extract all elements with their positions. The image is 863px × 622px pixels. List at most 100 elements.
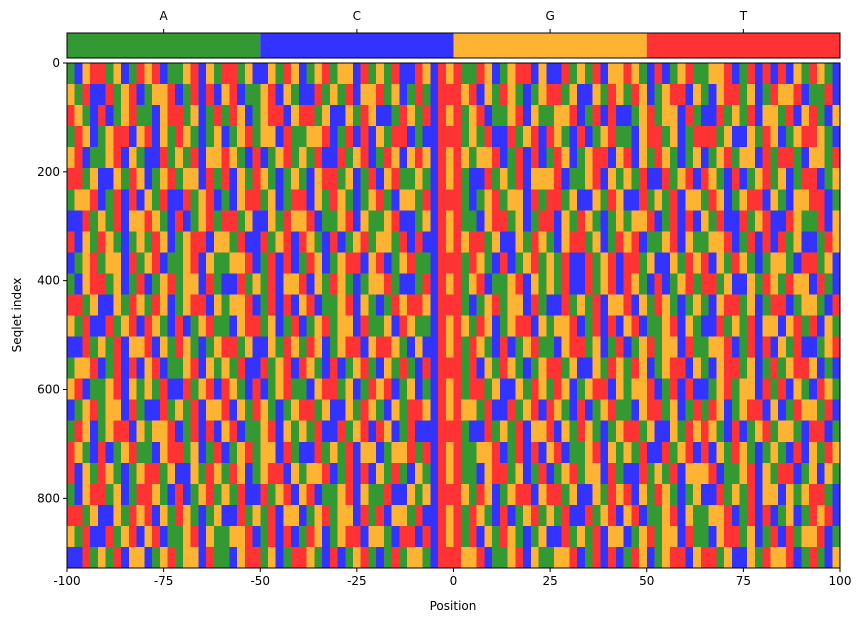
cell: [82, 504, 91, 527]
cell: [275, 168, 284, 190]
cell: [693, 525, 702, 548]
cell: [74, 252, 83, 274]
cell: [74, 462, 83, 485]
cell: [693, 189, 702, 211]
cell: [167, 63, 176, 85]
cell: [376, 189, 385, 211]
cell: [515, 189, 524, 211]
cell: [136, 525, 145, 548]
cell: [237, 189, 246, 211]
cell: [724, 189, 733, 211]
cell: [82, 483, 91, 506]
cell: [739, 441, 748, 464]
cell: [267, 63, 277, 85]
cell: [492, 483, 501, 506]
cell: [399, 105, 408, 127]
cell: [182, 168, 192, 190]
cell: [353, 210, 362, 232]
cell: [422, 441, 431, 464]
cell: [291, 147, 300, 169]
cell: [832, 63, 841, 85]
cell: [275, 231, 284, 253]
cell: [584, 546, 594, 569]
cell: [422, 357, 431, 380]
cell: [754, 399, 764, 422]
cell: [74, 189, 83, 211]
cell: [291, 378, 300, 401]
cell: [662, 84, 671, 106]
cell: [159, 378, 168, 401]
cell: [631, 420, 640, 443]
cell: [654, 483, 663, 506]
cell: [685, 63, 694, 85]
cell: [801, 462, 810, 485]
cell: [422, 525, 431, 548]
cell: [337, 294, 346, 316]
cell: [252, 294, 261, 316]
cell: [793, 357, 802, 380]
cell: [190, 420, 199, 443]
cell: [353, 147, 362, 169]
cell: [708, 105, 717, 127]
cell: [739, 420, 748, 443]
cell: [700, 126, 709, 148]
cell: [724, 378, 733, 401]
cell: [159, 315, 168, 337]
cell: [337, 273, 346, 295]
cell: [461, 252, 470, 274]
cell: [74, 420, 83, 443]
cell: [298, 210, 308, 232]
cell: [685, 210, 694, 232]
cell: [747, 126, 756, 148]
cell: [368, 252, 377, 274]
cell: [206, 441, 215, 464]
cell: [639, 462, 648, 485]
cell: [615, 462, 624, 485]
cell: [639, 315, 648, 337]
cell: [198, 504, 207, 527]
cell: [515, 504, 524, 527]
cell: [824, 210, 833, 232]
cell: [453, 189, 462, 211]
cell: [523, 546, 532, 569]
cell: [538, 168, 547, 190]
cell: [785, 126, 795, 148]
cell: [515, 126, 524, 148]
cell: [716, 252, 725, 274]
cell: [577, 504, 586, 527]
cell: [639, 504, 648, 527]
cell: [221, 189, 230, 211]
cell: [159, 336, 168, 358]
cell: [623, 357, 632, 380]
cell: [322, 252, 331, 274]
cell: [716, 210, 725, 232]
cell: [569, 147, 578, 169]
cell: [252, 420, 261, 443]
cell: [283, 231, 292, 253]
cell: [693, 546, 702, 569]
cell: [615, 231, 624, 253]
cell: [816, 441, 825, 464]
cell: [770, 147, 779, 169]
cell: [824, 336, 833, 358]
cell: [322, 105, 331, 127]
cell: [669, 525, 679, 548]
cell: [561, 168, 570, 190]
cell: [762, 126, 771, 148]
cell: [546, 294, 555, 316]
cell: [809, 168, 818, 190]
cell: [484, 504, 493, 527]
cell: [507, 336, 516, 358]
cell: [507, 378, 516, 401]
cell: [592, 546, 601, 569]
cell: [724, 420, 733, 443]
cell: [724, 399, 733, 422]
cell: [468, 504, 478, 527]
cell: [399, 189, 408, 211]
cell: [476, 147, 485, 169]
cell: [252, 357, 261, 380]
cell: [407, 147, 416, 169]
cell: [816, 315, 825, 337]
cell: [407, 315, 416, 337]
